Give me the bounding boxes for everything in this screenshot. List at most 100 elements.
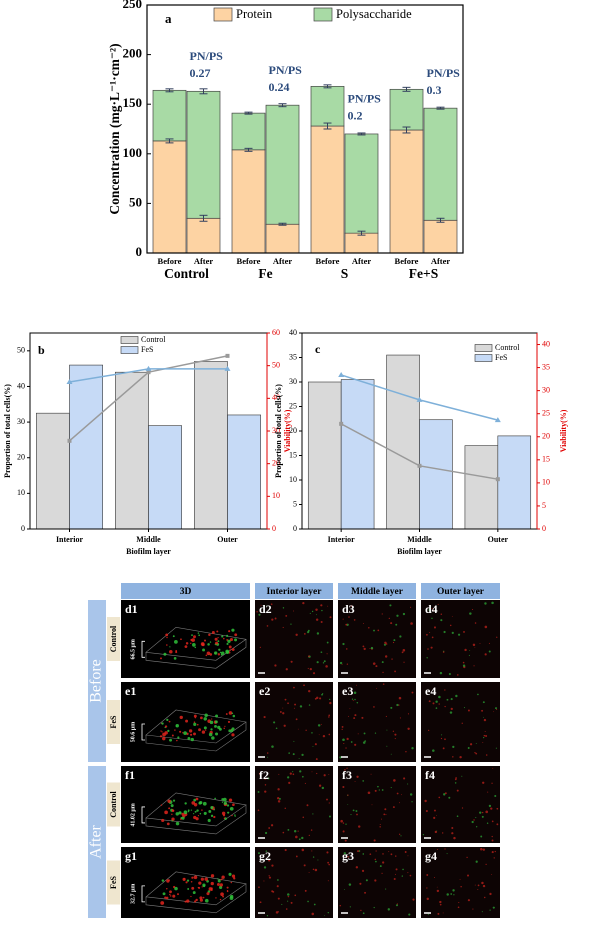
- fluorescence-dot: [185, 642, 189, 645]
- fluorescence-dot: [350, 741, 353, 743]
- fluorescence-dot: [287, 895, 290, 898]
- annotation-label: PN/PS: [427, 66, 461, 80]
- fluorescence-dot: [496, 636, 498, 638]
- fluorescence-dot: [466, 874, 470, 877]
- fluorescence-dot: [223, 801, 227, 806]
- viability-marker: [146, 370, 151, 375]
- fluorescence-dot: [401, 794, 403, 796]
- fluorescence-dot: [195, 797, 199, 801]
- y-tick-label: 35: [289, 352, 297, 361]
- fluorescence-dot: [179, 730, 182, 733]
- fluorescence-dot: [320, 723, 322, 725]
- fluorescence-dot: [371, 804, 373, 806]
- fluorescence-dot: [466, 856, 468, 859]
- fluorescence-dot: [355, 810, 358, 813]
- bar-segment: [265, 223, 300, 254]
- fluorescence-dot: [461, 722, 463, 724]
- fluorescence-dot: [231, 712, 234, 715]
- bar: [464, 445, 499, 530]
- fluorescence-dot: [188, 729, 193, 733]
- fluorescence-dot: [292, 773, 295, 776]
- fluorescence-dot: [377, 785, 379, 788]
- y-tick-label: 25: [289, 401, 297, 410]
- fluorescence-dot: [299, 770, 302, 773]
- fluorescence-dot: [426, 657, 428, 659]
- fluorescence-dot: [295, 633, 298, 636]
- fluorescence-dot: [191, 886, 195, 890]
- fluorescence-dot: [304, 782, 306, 785]
- fluorescence-dot: [210, 814, 214, 818]
- annotation-label: PN/PS: [348, 92, 382, 106]
- fluorescence-dot: [463, 630, 465, 633]
- fluorescence-dot: [381, 789, 384, 791]
- fluorescence-dot: [381, 661, 384, 664]
- fluorescence-dot: [356, 702, 359, 704]
- fluorescence-dot: [230, 881, 233, 884]
- fluorescence-dot: [463, 707, 466, 709]
- y-tick-label: 15: [289, 450, 297, 459]
- y-tick-label: 0: [21, 524, 25, 533]
- fluorescence-dot: [429, 858, 431, 860]
- x-axis-title: Biofilm layer: [126, 547, 171, 556]
- fluorescence-dot: [207, 890, 211, 893]
- fluorescence-dot: [346, 737, 349, 741]
- fluorescence-dot: [467, 709, 470, 712]
- fluorescence-dot: [292, 753, 295, 756]
- fluorescence-dot: [390, 706, 393, 709]
- fluorescence-dot: [199, 800, 203, 805]
- fluorescence-dot: [171, 813, 173, 816]
- fluorescence-dot: [221, 811, 226, 816]
- fluorescence-dot: [396, 903, 398, 905]
- fluorescence-dot: [362, 741, 366, 744]
- fluorescence-dot: [312, 856, 315, 858]
- fluorescence-dot: [201, 730, 206, 734]
- fluorescence-dot: [477, 693, 479, 696]
- fluorescence-dot: [486, 822, 489, 824]
- fluorescence-dot: [474, 751, 476, 754]
- fluorescence-dot: [229, 638, 233, 642]
- fluorescence-dot: [201, 809, 203, 811]
- fluorescence-dot: [275, 911, 279, 914]
- error-bar: [278, 222, 287, 226]
- fluorescence-dot: [315, 614, 317, 616]
- fluorescence-dot: [225, 649, 230, 654]
- fluorescence-dot: [358, 825, 361, 828]
- fluorescence-dot: [345, 823, 347, 825]
- legend-label: Protein: [236, 7, 273, 21]
- fluorescence-dot: [351, 698, 354, 700]
- bar-segment: [344, 133, 379, 234]
- fluorescence-dot: [202, 896, 205, 899]
- fluorescence-dot: [485, 754, 488, 756]
- fluorescence-dot: [363, 622, 364, 624]
- fluorescence-dot: [264, 790, 267, 793]
- fluorescence-dot: [183, 810, 188, 815]
- y2-tick-label: 30: [272, 426, 280, 435]
- fluorescence-dot: [190, 737, 194, 742]
- fluorescence-dot: [174, 886, 178, 891]
- fluorescence-dot: [297, 830, 299, 832]
- fluorescence-dot: [329, 701, 332, 705]
- fluorescence-dot: [429, 632, 431, 633]
- fluorescence-dot: [220, 892, 224, 897]
- fluorescence-dot: [161, 722, 164, 725]
- fluorescence-dot: [226, 804, 230, 807]
- fluorescence-dot: [192, 643, 196, 647]
- fluorescence-dot: [376, 687, 378, 689]
- error-bar: [199, 88, 208, 95]
- fluorescence-dot: [401, 875, 403, 877]
- fluorescence-dot: [481, 709, 484, 712]
- fluorescence-dot: [170, 804, 174, 808]
- fluorescence-dot: [211, 630, 215, 634]
- fluorescence-dot: [407, 783, 409, 785]
- fluorescence-dot: [180, 816, 183, 819]
- fluorescence-dot: [215, 714, 219, 718]
- fluorescence-dot: [323, 774, 326, 777]
- fluorescence-dot: [234, 815, 236, 817]
- fluorescence-dot: [480, 847, 483, 851]
- legend-label: Polysaccharide: [336, 7, 412, 21]
- panel-letter: b: [38, 343, 45, 357]
- fluorescence-dot: [362, 853, 365, 855]
- fluorescence-dot: [180, 638, 182, 641]
- fluorescence-dot: [428, 700, 431, 703]
